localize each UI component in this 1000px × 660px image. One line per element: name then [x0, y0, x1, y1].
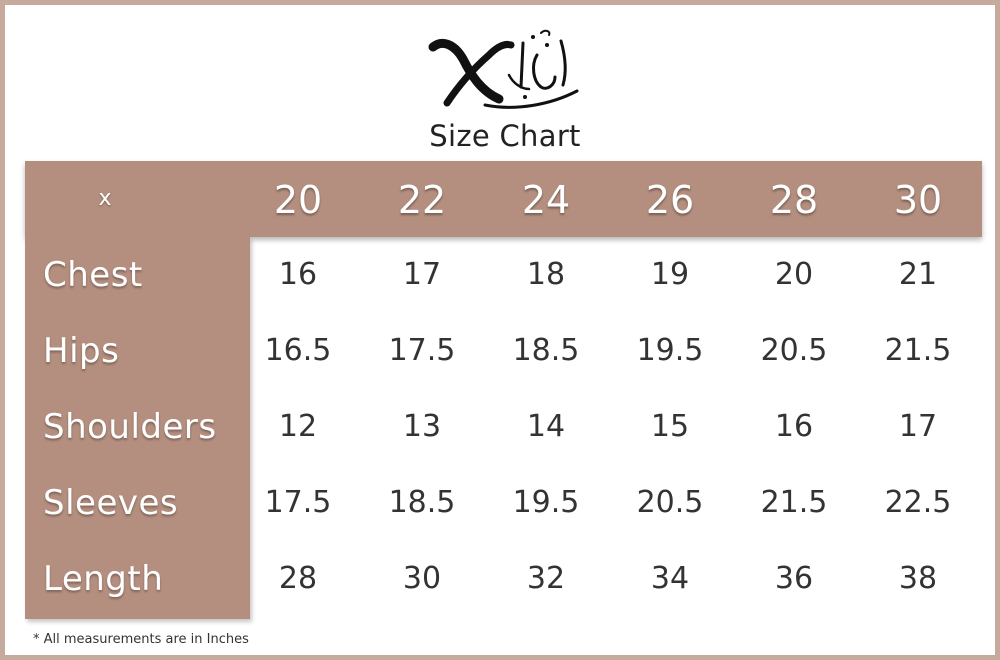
- table-cell: 17: [898, 409, 938, 444]
- row-label-hips: Hips: [43, 331, 120, 371]
- table-cell: 17: [402, 257, 442, 292]
- corner-label: x: [98, 186, 112, 211]
- row-label-shoulders: Shoulders: [43, 407, 217, 447]
- size-header-row: x 20 22 24 26 28 30: [25, 161, 982, 237]
- table-cell: 14: [526, 409, 566, 444]
- calligraphy-logo-icon: [428, 29, 579, 109]
- size-header-20: 20: [273, 178, 323, 222]
- table-cell: 21: [898, 257, 938, 292]
- table-cell: 18.5: [388, 485, 456, 520]
- measurement-label-column: Chest Hips Shoulders Sleeves Length: [25, 237, 250, 619]
- table-cell: 20: [774, 257, 814, 292]
- size-header-22: 22: [397, 178, 447, 222]
- table-cell: 19.5: [636, 333, 704, 368]
- table-cell: 38: [898, 561, 938, 596]
- size-header-24: 24: [521, 178, 571, 222]
- table-cell: 15: [650, 409, 690, 444]
- row-label-chest: Chest: [43, 255, 143, 295]
- table-cell: 17.5: [388, 333, 456, 368]
- table-cell: 21.5: [884, 333, 952, 368]
- table-cell: 19.5: [512, 485, 580, 520]
- row-label-sleeves: Sleeves: [43, 483, 179, 523]
- table-cell: 17.5: [264, 485, 332, 520]
- size-header-26: 26: [645, 178, 695, 222]
- page-title: Size Chart: [429, 119, 581, 153]
- table-cell: 19: [650, 257, 690, 292]
- measurement-footnote: * All measurements are in Inches: [33, 632, 249, 647]
- table-cell: 18: [526, 257, 566, 292]
- row-label-length: Length: [43, 559, 164, 599]
- table-cell: 36: [774, 561, 814, 596]
- table-cell: 30: [402, 561, 442, 596]
- table-cell: 34: [650, 561, 690, 596]
- table-cell: 16: [278, 257, 318, 292]
- table-cell: 21.5: [760, 485, 828, 520]
- table-cell: 16.5: [264, 333, 332, 368]
- table-cell: 32: [526, 561, 566, 596]
- table-cell: 20.5: [636, 485, 704, 520]
- table-cell: 12: [278, 409, 318, 444]
- table-cell: 22.5: [884, 485, 952, 520]
- size-header-28: 28: [769, 178, 819, 222]
- size-header-30: 30: [893, 178, 943, 222]
- table-cell: 28: [278, 561, 318, 596]
- table-cell: 20.5: [760, 333, 828, 368]
- table-cell: 13: [402, 409, 442, 444]
- table-cell: 16: [774, 409, 814, 444]
- table-cell: 18.5: [512, 333, 580, 368]
